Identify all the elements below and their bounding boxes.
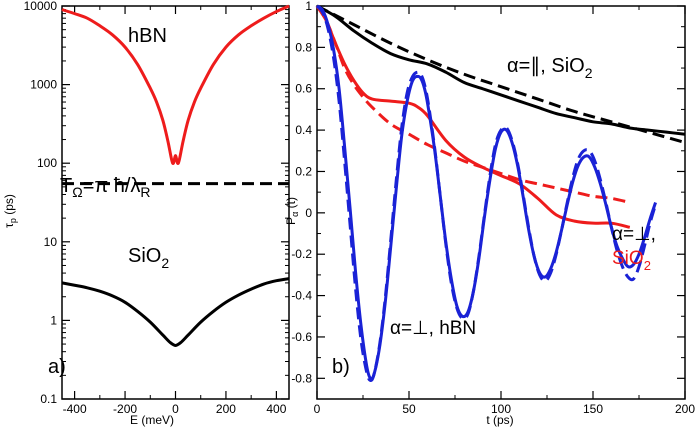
panel-a-ticks: -400 -200 0 200 400 0.1 1 10 100 1000 10000: [24, 0, 289, 416]
panel-a-xtick-label: -400: [63, 402, 87, 416]
panel-b-frame: [316, 5, 686, 400]
panel-a: -400 -200 0 200 400 0.1 1 10 100 1000 10000 hBN TΩ…: [2, 0, 290, 427]
panel-b-xtick-label: 150: [583, 402, 603, 416]
panel-b-ytick-label: 1: [305, 0, 312, 13]
panel-a-lines: [61, 4, 290, 347]
panel-b-ytick-label: 0.2: [295, 164, 312, 178]
panel-b: 0 50 100 150 200 -0.8 -0.6 -0.4 -0.2 0 0.2 0.4 0.6 0.…: [284, 0, 695, 427]
panel-b-ytick-label: 0.8: [295, 40, 312, 54]
panel-a-label: a): [48, 356, 66, 378]
panel-a-series-0: [61, 4, 290, 166]
annot-perp-sio2-line1: α=⊥,: [612, 224, 656, 245]
panel-a-ytick-label: 1000: [30, 78, 57, 92]
panel-b-ytick-label: 0: [305, 206, 312, 220]
panel-b-ytick-label: 0.6: [295, 82, 312, 96]
panel-b-series-1: [316, 4, 686, 144]
panel-b-ytick-label: -0.8: [291, 371, 312, 385]
panel-b-xtick-label: 0: [314, 402, 321, 416]
panel-a-xtick-label: 400: [266, 402, 286, 416]
panel-a-ytick-label: 10: [44, 235, 58, 249]
annot-perp-hbn: α=⊥, hBN: [390, 318, 476, 339]
panel-a-xtick-label: -200: [113, 402, 137, 416]
panel-b-series-3: [315, 5, 631, 204]
panel-b-ytick-label: 0.4: [295, 123, 312, 137]
panel-a-xlabel: E (meV): [130, 413, 174, 427]
panel-a-series-2: [61, 277, 290, 347]
panel-a-frame: [61, 5, 290, 400]
panel-a-xtick-label: 0: [172, 402, 179, 416]
annot-hbn: hBN: [128, 25, 167, 47]
panel-a-ytick-label: 10000: [24, 0, 58, 13]
panel-b-ytick-label: -0.6: [291, 330, 312, 344]
annot-par-sio2: α=∥, SiO2: [507, 55, 593, 81]
panel-a-ytick-label: 100: [37, 156, 57, 170]
annot-t-omega: TΩ=π ħ/λR: [60, 175, 151, 200]
panel-b-xtick-label: 200: [675, 402, 695, 416]
annot-sio2: SiO2: [128, 245, 169, 271]
panel-b-xtick-label: 50: [402, 402, 416, 416]
panel-b-xtick-label: 100: [491, 402, 511, 416]
panel-a-ytick-label: 0.1: [40, 392, 57, 406]
panel-b-lines: [315, 4, 686, 382]
panel-b-ylabel: Pα (t): [284, 197, 300, 225]
panel-a-xtick-label: 200: [216, 402, 236, 416]
annot-perp-sio2-line2: SiO2: [612, 248, 651, 273]
panel-b-ytick-label: -0.4: [291, 289, 312, 303]
panel-a-ytick-label: 1: [50, 313, 57, 327]
panel-b-series-5: [315, 4, 657, 382]
panel-b-label: b): [332, 356, 350, 378]
panel-b-series-0: [316, 4, 686, 136]
panel-b-ytick-label: -0.2: [291, 247, 312, 261]
panel-a-ylabel: τp (ps): [2, 194, 18, 228]
panel-b-ticks: 0 50 100 150 200 -0.8 -0.6 -0.4 -0.2 0 0.2 0.4 0.6 0.…: [291, 0, 695, 416]
panel-b-xlabel: t (ps): [486, 413, 513, 427]
